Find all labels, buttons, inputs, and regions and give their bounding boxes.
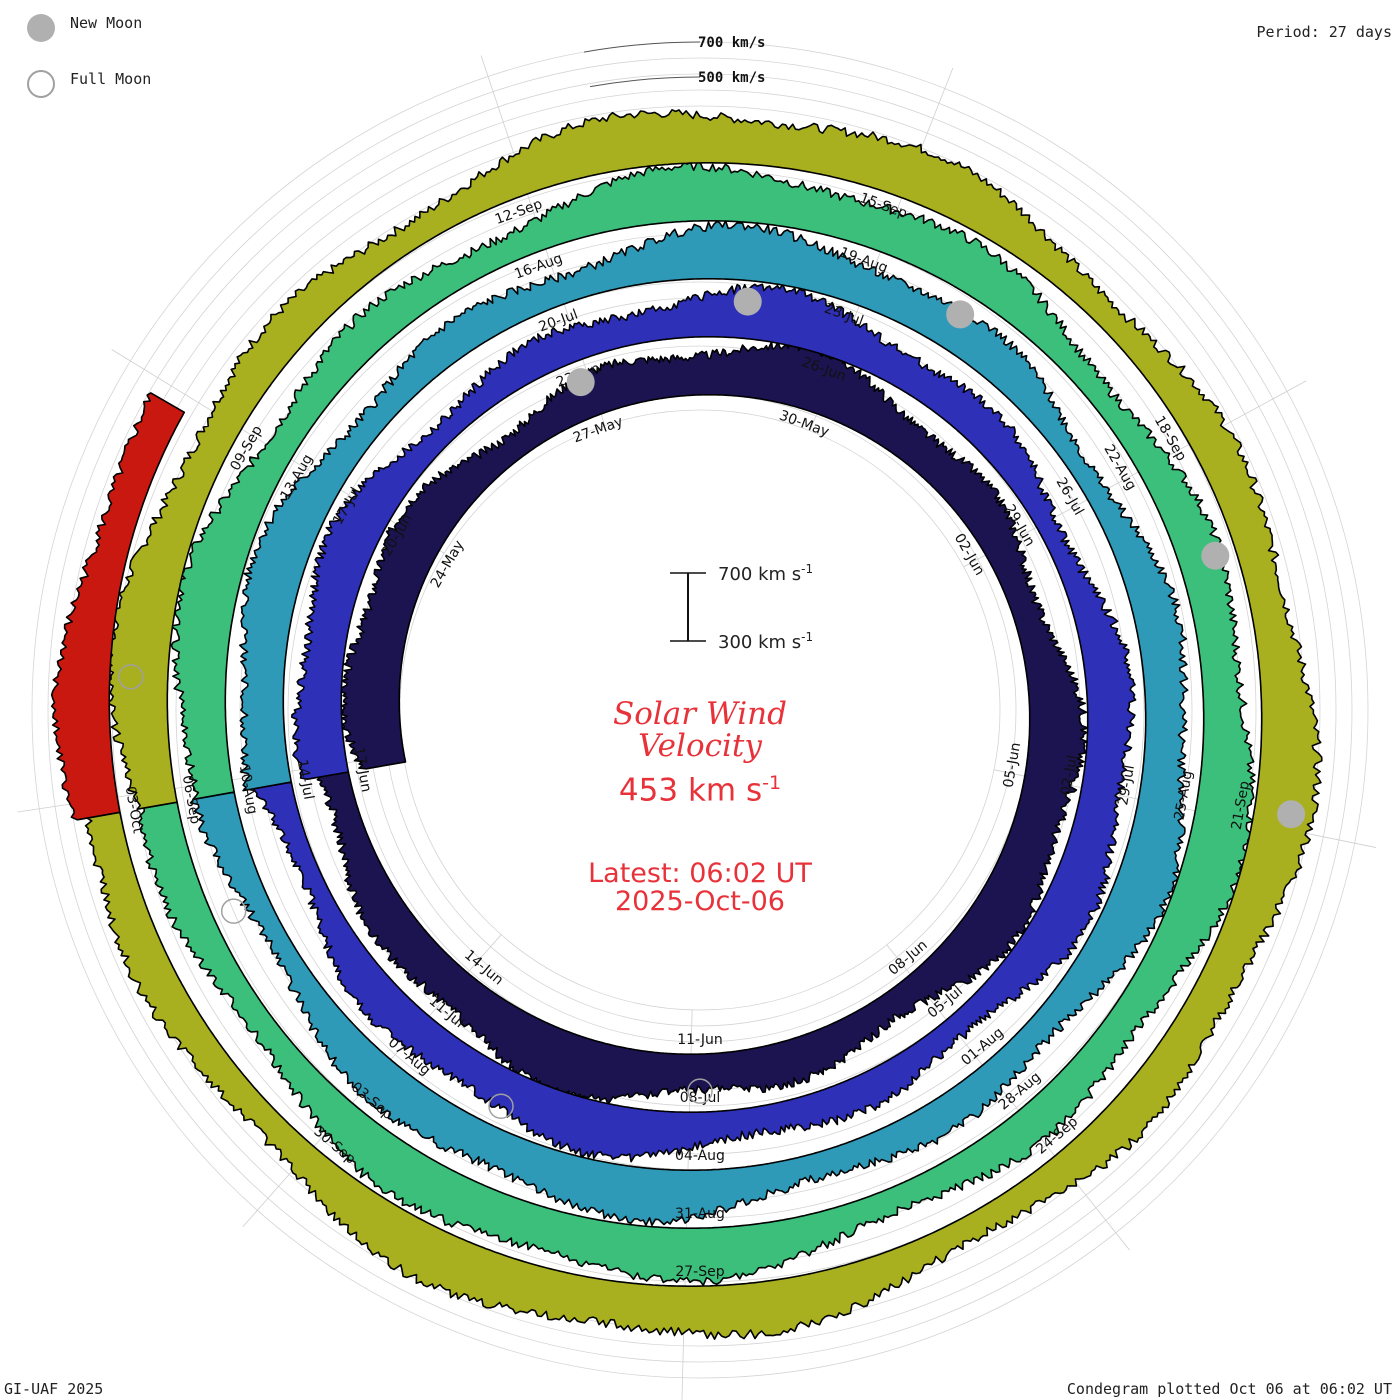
scale-bottom-text: 300 km s [718,632,802,653]
scale-bottom-exp: -1 [801,630,814,644]
latest-time: Latest: 06:02 UT [588,858,812,889]
date-label: 14-Jul [294,758,317,801]
reference-line-label: 700 km/s [698,35,765,51]
new-moon-marker [566,368,595,397]
latest-block: Latest: 06:02 UT 2025-Oct-06 [480,860,920,916]
new-moon-marker [1277,800,1306,829]
rotation-rings [50,109,1323,1340]
chart-title-line1: Solar Wind [612,696,787,732]
date-label: 31-Aug [675,1206,725,1222]
new-moon-marker [946,300,975,329]
date-label: 27-Sep [675,1264,724,1280]
date-label: 08-Jul [680,1090,721,1106]
scale-bottom-label: 300 km s-1 [718,630,813,653]
date-label: 04-Aug [675,1148,725,1164]
current-speed: 453 km s-1 [480,772,920,808]
scale-top-label: 700 km s-1 [718,562,813,585]
period-label: Period: 27 days [1256,23,1392,41]
full-moon-marker [488,1093,514,1119]
scale-top-text: 700 km s [718,564,802,585]
full-moon-icon [27,70,55,98]
reference-line-label: 500 km/s [698,70,765,86]
grid-circle [47,57,1353,1363]
new-moon-marker [733,287,762,316]
reference-arc [583,41,701,53]
moon-markers [118,287,1306,1119]
latest-date: 2025-Oct-06 [615,886,785,917]
radial-grid-line [963,380,1307,568]
credit-label: GI-UAF 2025 [4,1380,104,1398]
date-label: 11-Jun [677,1032,723,1048]
scale-top-exp: -1 [801,562,814,576]
plotted-label: Condegram plotted Oct 06 at 06:02 UT [1066,1380,1392,1398]
full-moon-marker [118,664,144,690]
reference-arc [590,76,701,88]
legend-full-moon-label: Full Moon [70,70,152,88]
chart-title-line2: Velocity [638,728,762,764]
full-moon-marker [687,1078,713,1104]
reference-lines: 700 km/s 500 km/s [583,35,765,642]
date-label: 05-Jun [1001,741,1025,789]
date-label: 17-Jun [350,746,374,794]
chart-title: Solar Wind Velocity [480,698,920,762]
date-label: 02-Jul [1058,754,1081,797]
rotation-ring-6 [50,392,186,821]
date-label: 29-Jul [1115,764,1138,807]
current-speed-exp: -1 [762,772,782,794]
full-moon-marker [220,898,247,924]
new-moon-icon [27,14,55,42]
current-speed-value: 453 km s [618,772,763,809]
legend-new-moon-label: New Moon [70,14,143,32]
new-moon-marker [1201,541,1230,570]
